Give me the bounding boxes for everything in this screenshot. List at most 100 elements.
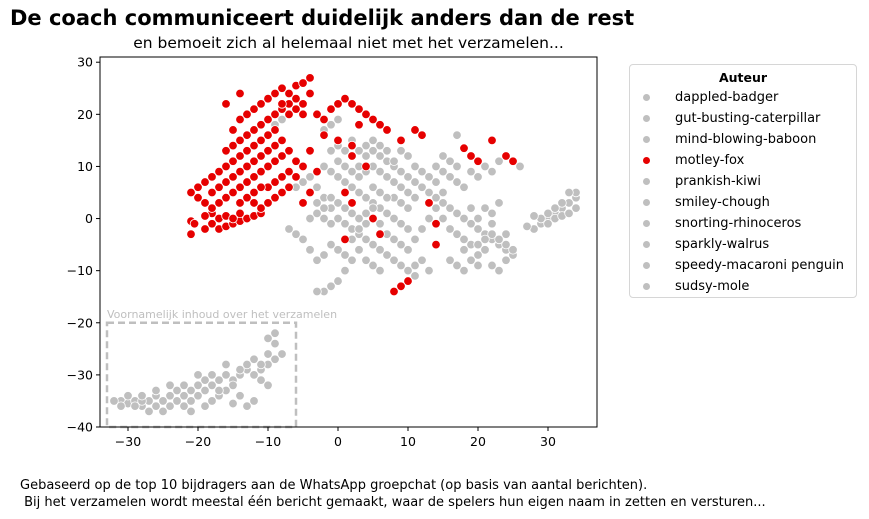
y-tick-label: −30 bbox=[67, 367, 93, 382]
scatter-point bbox=[368, 260, 378, 271]
scatter-point bbox=[354, 187, 364, 198]
scatter-point bbox=[333, 135, 343, 146]
legend-title: Auteur bbox=[718, 70, 768, 85]
scatter-point bbox=[347, 99, 357, 109]
scatter-point bbox=[235, 114, 245, 125]
scatter-point bbox=[354, 104, 364, 114]
annotation-label: Voornamelijk inhoud over het verzamelen bbox=[107, 308, 337, 321]
scatter-point bbox=[445, 255, 455, 265]
scatter-point bbox=[417, 182, 427, 192]
scatter-point bbox=[368, 213, 378, 224]
scatter-point bbox=[529, 211, 539, 221]
scatter-point bbox=[298, 161, 308, 172]
scatter-point bbox=[494, 198, 504, 208]
scatter-point bbox=[207, 172, 217, 182]
chart-subtitle: en bemoeit zich al helemaal niet met het… bbox=[133, 34, 564, 52]
scatter-point bbox=[361, 208, 371, 219]
scatter-point bbox=[312, 109, 322, 120]
scatter-point bbox=[354, 120, 364, 130]
scatter-point bbox=[438, 213, 448, 224]
scatter-point bbox=[179, 380, 189, 391]
scatter-point bbox=[256, 375, 266, 385]
scatter-point bbox=[193, 370, 203, 380]
scatter-point bbox=[361, 234, 371, 245]
scatter-point bbox=[410, 271, 420, 281]
scatter-point bbox=[347, 208, 357, 219]
x-tick-label: −20 bbox=[185, 434, 211, 449]
scatter-point bbox=[333, 198, 343, 208]
y-tick-label: −10 bbox=[67, 263, 93, 278]
scatter-point bbox=[333, 99, 343, 109]
scatter-point bbox=[207, 203, 217, 213]
x-tick-label: 30 bbox=[540, 434, 556, 449]
scatter-point bbox=[368, 203, 378, 213]
scatter-point bbox=[200, 385, 210, 396]
scatter-point bbox=[235, 166, 245, 177]
scatter-point bbox=[326, 166, 336, 177]
scatter-point bbox=[480, 203, 490, 213]
scatter-point bbox=[270, 140, 280, 151]
scatter-point bbox=[389, 234, 399, 245]
scatter-point bbox=[319, 114, 329, 125]
legend-item: sparkly-walrus bbox=[630, 234, 856, 255]
scatter-point bbox=[452, 260, 462, 271]
scatter-point bbox=[291, 172, 301, 182]
scatter-point bbox=[277, 135, 287, 146]
scatter-point bbox=[242, 359, 252, 370]
scatter-point bbox=[410, 161, 420, 172]
scatter-point bbox=[221, 370, 231, 380]
scatter-point bbox=[361, 109, 371, 120]
scatter-point bbox=[452, 161, 462, 172]
scatter-point bbox=[361, 219, 371, 229]
scatter-point bbox=[263, 146, 273, 156]
legend-label: gut-busting-caterpillar bbox=[675, 111, 821, 126]
scatter-point bbox=[382, 250, 392, 260]
legend-marker bbox=[643, 136, 650, 143]
scatter-point bbox=[354, 245, 364, 255]
scatter-point bbox=[235, 364, 245, 375]
scatter-point bbox=[340, 203, 350, 213]
y-tick-label: 30 bbox=[77, 55, 93, 70]
scatter-point bbox=[242, 177, 252, 187]
scatter-point bbox=[207, 187, 217, 198]
scatter-point bbox=[431, 239, 441, 250]
scatter-point bbox=[263, 130, 273, 140]
x-tick-label: 0 bbox=[334, 434, 342, 449]
scatter-point bbox=[424, 265, 434, 276]
scatter-point bbox=[284, 182, 294, 192]
scatter-point bbox=[410, 260, 420, 271]
legend-item: speedy-macaroni penguin bbox=[630, 255, 856, 276]
scatter-point bbox=[445, 224, 455, 234]
scatter-point bbox=[410, 177, 420, 187]
scatter-point bbox=[200, 401, 210, 411]
scatter-point bbox=[235, 88, 245, 99]
scatter-point bbox=[361, 255, 371, 265]
y-tick-label: 0 bbox=[85, 211, 93, 226]
scatter-point bbox=[480, 234, 490, 245]
scatter-point bbox=[508, 156, 518, 166]
scatter-point bbox=[515, 161, 525, 172]
scatter-point bbox=[270, 156, 280, 166]
scatter-point bbox=[270, 125, 280, 135]
scatter-point bbox=[326, 281, 336, 291]
scatter-point bbox=[179, 401, 189, 411]
scatter-point bbox=[179, 391, 189, 401]
scatter-point bbox=[487, 219, 497, 229]
scatter-point bbox=[305, 187, 315, 198]
scatter-point bbox=[473, 260, 483, 271]
scatter-point bbox=[564, 187, 574, 198]
scatter-point bbox=[431, 193, 441, 203]
scatter-point bbox=[382, 193, 392, 203]
scatter-point bbox=[487, 229, 497, 239]
scatter-point bbox=[277, 349, 287, 359]
scatter-point bbox=[256, 359, 266, 370]
scatter-point bbox=[361, 151, 371, 161]
scatter-point bbox=[228, 140, 238, 151]
scatter-point bbox=[249, 198, 259, 208]
scatter-point bbox=[375, 265, 385, 276]
legend-label: speedy-macaroni penguin bbox=[675, 258, 844, 273]
scatter-point bbox=[466, 219, 476, 229]
scatter-point bbox=[501, 229, 511, 239]
scatter-point bbox=[501, 151, 511, 161]
scatter-point bbox=[312, 182, 322, 192]
